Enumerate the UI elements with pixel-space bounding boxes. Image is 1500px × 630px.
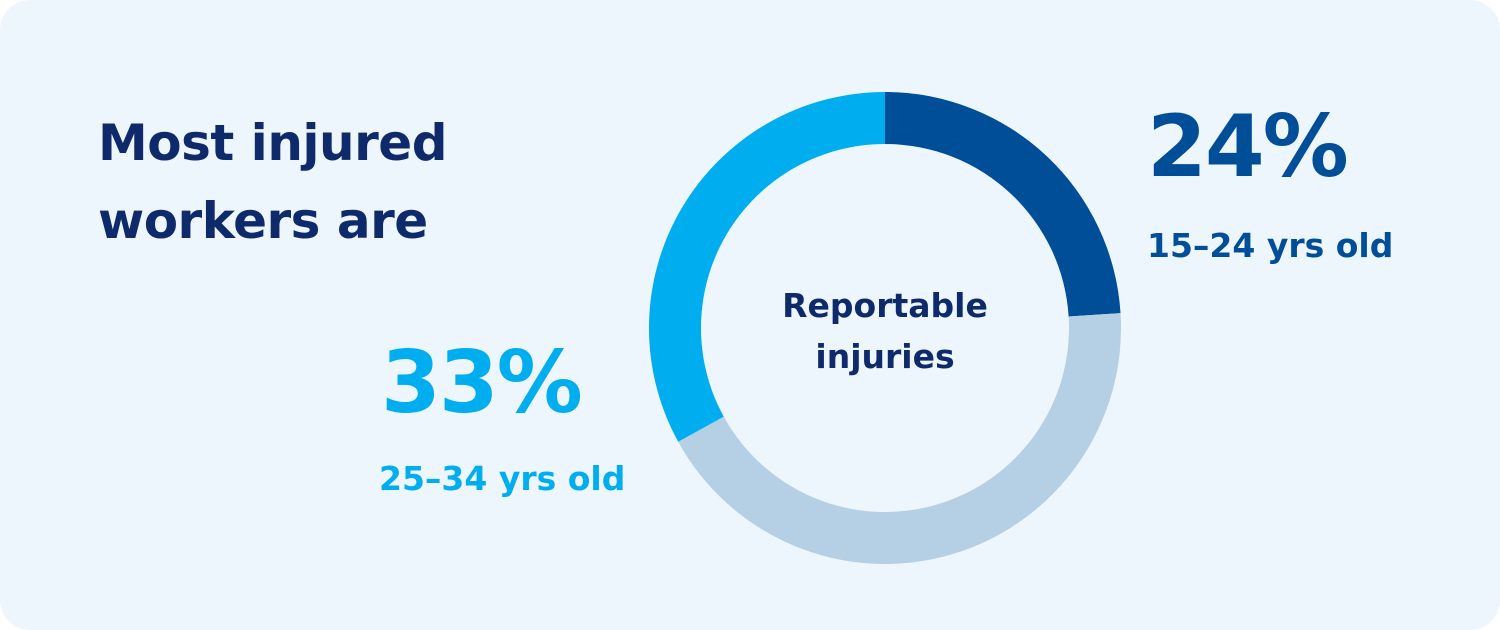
donut-slice-3	[649, 92, 885, 442]
donut-chart	[649, 92, 1121, 564]
donut-center-label: Reportable injuries	[755, 280, 1015, 382]
stat-15-24-value: 24%	[1147, 97, 1349, 197]
stat-15-24-label: 15–24 yrs old	[1147, 226, 1394, 265]
headline: Most injured workers are	[98, 104, 518, 260]
center-label-line-1: Reportable	[782, 286, 988, 325]
center-label-line-2: injuries	[815, 337, 955, 376]
headline-line-2: workers are	[98, 192, 428, 250]
donut-slice-1	[885, 92, 1121, 317]
headline-line-1: Most injured	[98, 114, 448, 172]
donut-slice-2	[678, 313, 1121, 564]
stat-25-34-label: 25–34 yrs old	[379, 459, 626, 498]
stat-25-34-value: 33%	[381, 333, 583, 433]
